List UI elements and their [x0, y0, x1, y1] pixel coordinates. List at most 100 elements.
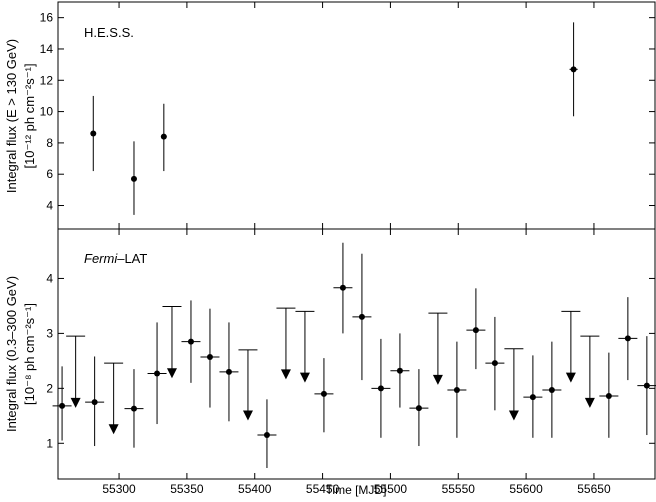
- fermi-y-axis-label-line2: [10⁻⁸ ph cm⁻²s⁻¹]: [22, 303, 37, 405]
- fermi-data-point: [371, 338, 391, 438]
- fermi-x-tick-label: 55300: [102, 482, 136, 496]
- hess-marker: [90, 130, 97, 137]
- fermi-marker: [453, 386, 460, 393]
- fermi-data-point: [219, 322, 239, 422]
- fermi-data-point: [390, 333, 410, 408]
- hess-y-tick-label: 14: [40, 42, 54, 56]
- fermi-marker: [320, 390, 327, 397]
- hess-data-point: [160, 103, 167, 172]
- fermi-y-axis-label-line1: Integral flux (0.3–300 GeV): [4, 276, 19, 432]
- fermi-panel-label-rest: –LAT: [117, 251, 147, 266]
- fermi-upper-limit-arrowhead: [280, 369, 291, 380]
- fermi-marker: [529, 394, 536, 401]
- fermi-upper-limit: [580, 335, 600, 408]
- hess-panel: H.E.S.S. Integral flux (E > 130 GeV) [10…: [4, 1, 656, 230]
- fermi-marker: [377, 385, 384, 392]
- fermi-upper-limit: [238, 349, 258, 421]
- fermi-marker: [206, 354, 213, 361]
- hess-ticks: 4 6 8 10 12 14 16: [40, 2, 655, 229]
- fermi-x-tick-label: 55400: [238, 482, 272, 496]
- fermi-upper-limit: [104, 362, 124, 435]
- fermi-x-tick-label: 55600: [509, 482, 543, 496]
- hess-data-point: [569, 22, 578, 117]
- fermi-upper-limit: [428, 312, 448, 385]
- fermi-data-point: [523, 355, 543, 438]
- fermi-data-point: [200, 308, 220, 408]
- fermi-data-point: [466, 288, 486, 370]
- fermi-upper-limit: [295, 310, 315, 383]
- fermi-marker: [624, 335, 631, 342]
- fermi-panel-label-italic: Fermi: [84, 251, 118, 266]
- fermi-data-point: [637, 336, 656, 436]
- fermi-marker: [59, 402, 66, 409]
- x-axis-label: Time [MJD]: [326, 483, 387, 497]
- hess-y-tick-label: 8: [46, 136, 53, 150]
- fermi-marker: [187, 338, 194, 345]
- fermi-upper-limit-arrowhead: [242, 410, 253, 421]
- fermi-data-point: [85, 356, 105, 447]
- fermi-upper-limit-arrowhead: [108, 424, 119, 435]
- fermi-marker: [263, 432, 270, 439]
- hess-y-axis-label: Integral flux (E > 130 GeV) [10⁻¹² ph cm…: [4, 39, 37, 193]
- fermi-upper-limit-arrowhead: [166, 368, 177, 379]
- fermi-marker: [605, 393, 612, 400]
- hess-y-tick-label: 10: [40, 105, 54, 119]
- fermi-x-tick-label: 55350: [170, 482, 204, 496]
- fermi-data-point: [333, 242, 353, 334]
- fermi-y-tick-label: 1: [46, 436, 53, 450]
- fermi-marker: [415, 405, 422, 412]
- hess-y-tick-label: 16: [40, 11, 54, 25]
- fermi-y-tick-label: 3: [46, 326, 53, 340]
- fermi-marker: [130, 405, 137, 412]
- fermi-upper-limit-arrowhead: [299, 372, 310, 383]
- fermi-data-point: [314, 358, 334, 433]
- hess-data-point: [90, 95, 97, 172]
- fermi-marker: [396, 367, 403, 374]
- fermi-data-point: [52, 366, 72, 441]
- fermi-marker: [643, 382, 650, 389]
- fermi-marker: [154, 370, 161, 377]
- fermi-upper-limit: [66, 335, 86, 408]
- fermi-data-points: [52, 242, 656, 469]
- hess-panel-label: H.E.S.S.: [84, 25, 134, 40]
- fermi-marker: [491, 360, 498, 367]
- fermi-data-point: [599, 352, 619, 438]
- fermi-x-tick-label: 55550: [442, 482, 476, 496]
- fermi-data-point: [257, 399, 277, 469]
- fermi-data-point: [147, 322, 167, 425]
- fermi-data-point: [352, 253, 372, 381]
- fermi-upper-limit: [276, 307, 296, 380]
- fermi-data-point: [447, 341, 467, 438]
- fermi-upper-limit-arrowhead: [432, 374, 443, 385]
- fermi-data-point: [181, 300, 201, 383]
- fermi-upper-limit-arrowhead: [508, 410, 519, 421]
- fermi-plot-frame: [57, 228, 656, 480]
- fermi-y-tick-label: 4: [46, 271, 53, 285]
- fermi-marker: [358, 313, 365, 320]
- fermi-data-point: [485, 316, 505, 411]
- hess-y-tick-label: 6: [46, 167, 53, 181]
- fermi-data-point: [124, 369, 144, 448]
- fermi-data-point: [542, 341, 562, 438]
- hess-y-tick-label: 4: [46, 199, 53, 213]
- fermi-upper-limit-arrowhead: [584, 397, 595, 408]
- hess-data-point: [130, 141, 137, 215]
- fermi-ticks: 1 2 3 4 55300 55350 55400 55450 55500 55550 55600 5…: [46, 229, 655, 496]
- fermi-panel-label: Fermi–LAT: [84, 251, 147, 266]
- hess-y-axis-label-line1: Integral flux (E > 130 GeV): [4, 39, 19, 193]
- fermi-x-tick-label: 55500: [374, 482, 408, 496]
- fermi-y-tick-label: 2: [46, 381, 53, 395]
- fermi-upper-limit: [561, 310, 581, 383]
- hess-plot-frame: [57, 1, 656, 230]
- fermi-data-point: [618, 297, 638, 381]
- fermi-upper-limit-arrowhead: [70, 397, 81, 408]
- hess-y-tick-label: 12: [40, 73, 54, 87]
- fermi-y-axis-label: Integral flux (0.3–300 GeV) [10⁻⁸ ph cm⁻…: [4, 276, 37, 432]
- fermi-marker: [91, 399, 98, 406]
- fermi-data-point: [409, 369, 429, 447]
- fermi-upper-limit: [162, 305, 182, 379]
- fermi-marker: [225, 368, 232, 375]
- fermi-marker: [472, 327, 479, 334]
